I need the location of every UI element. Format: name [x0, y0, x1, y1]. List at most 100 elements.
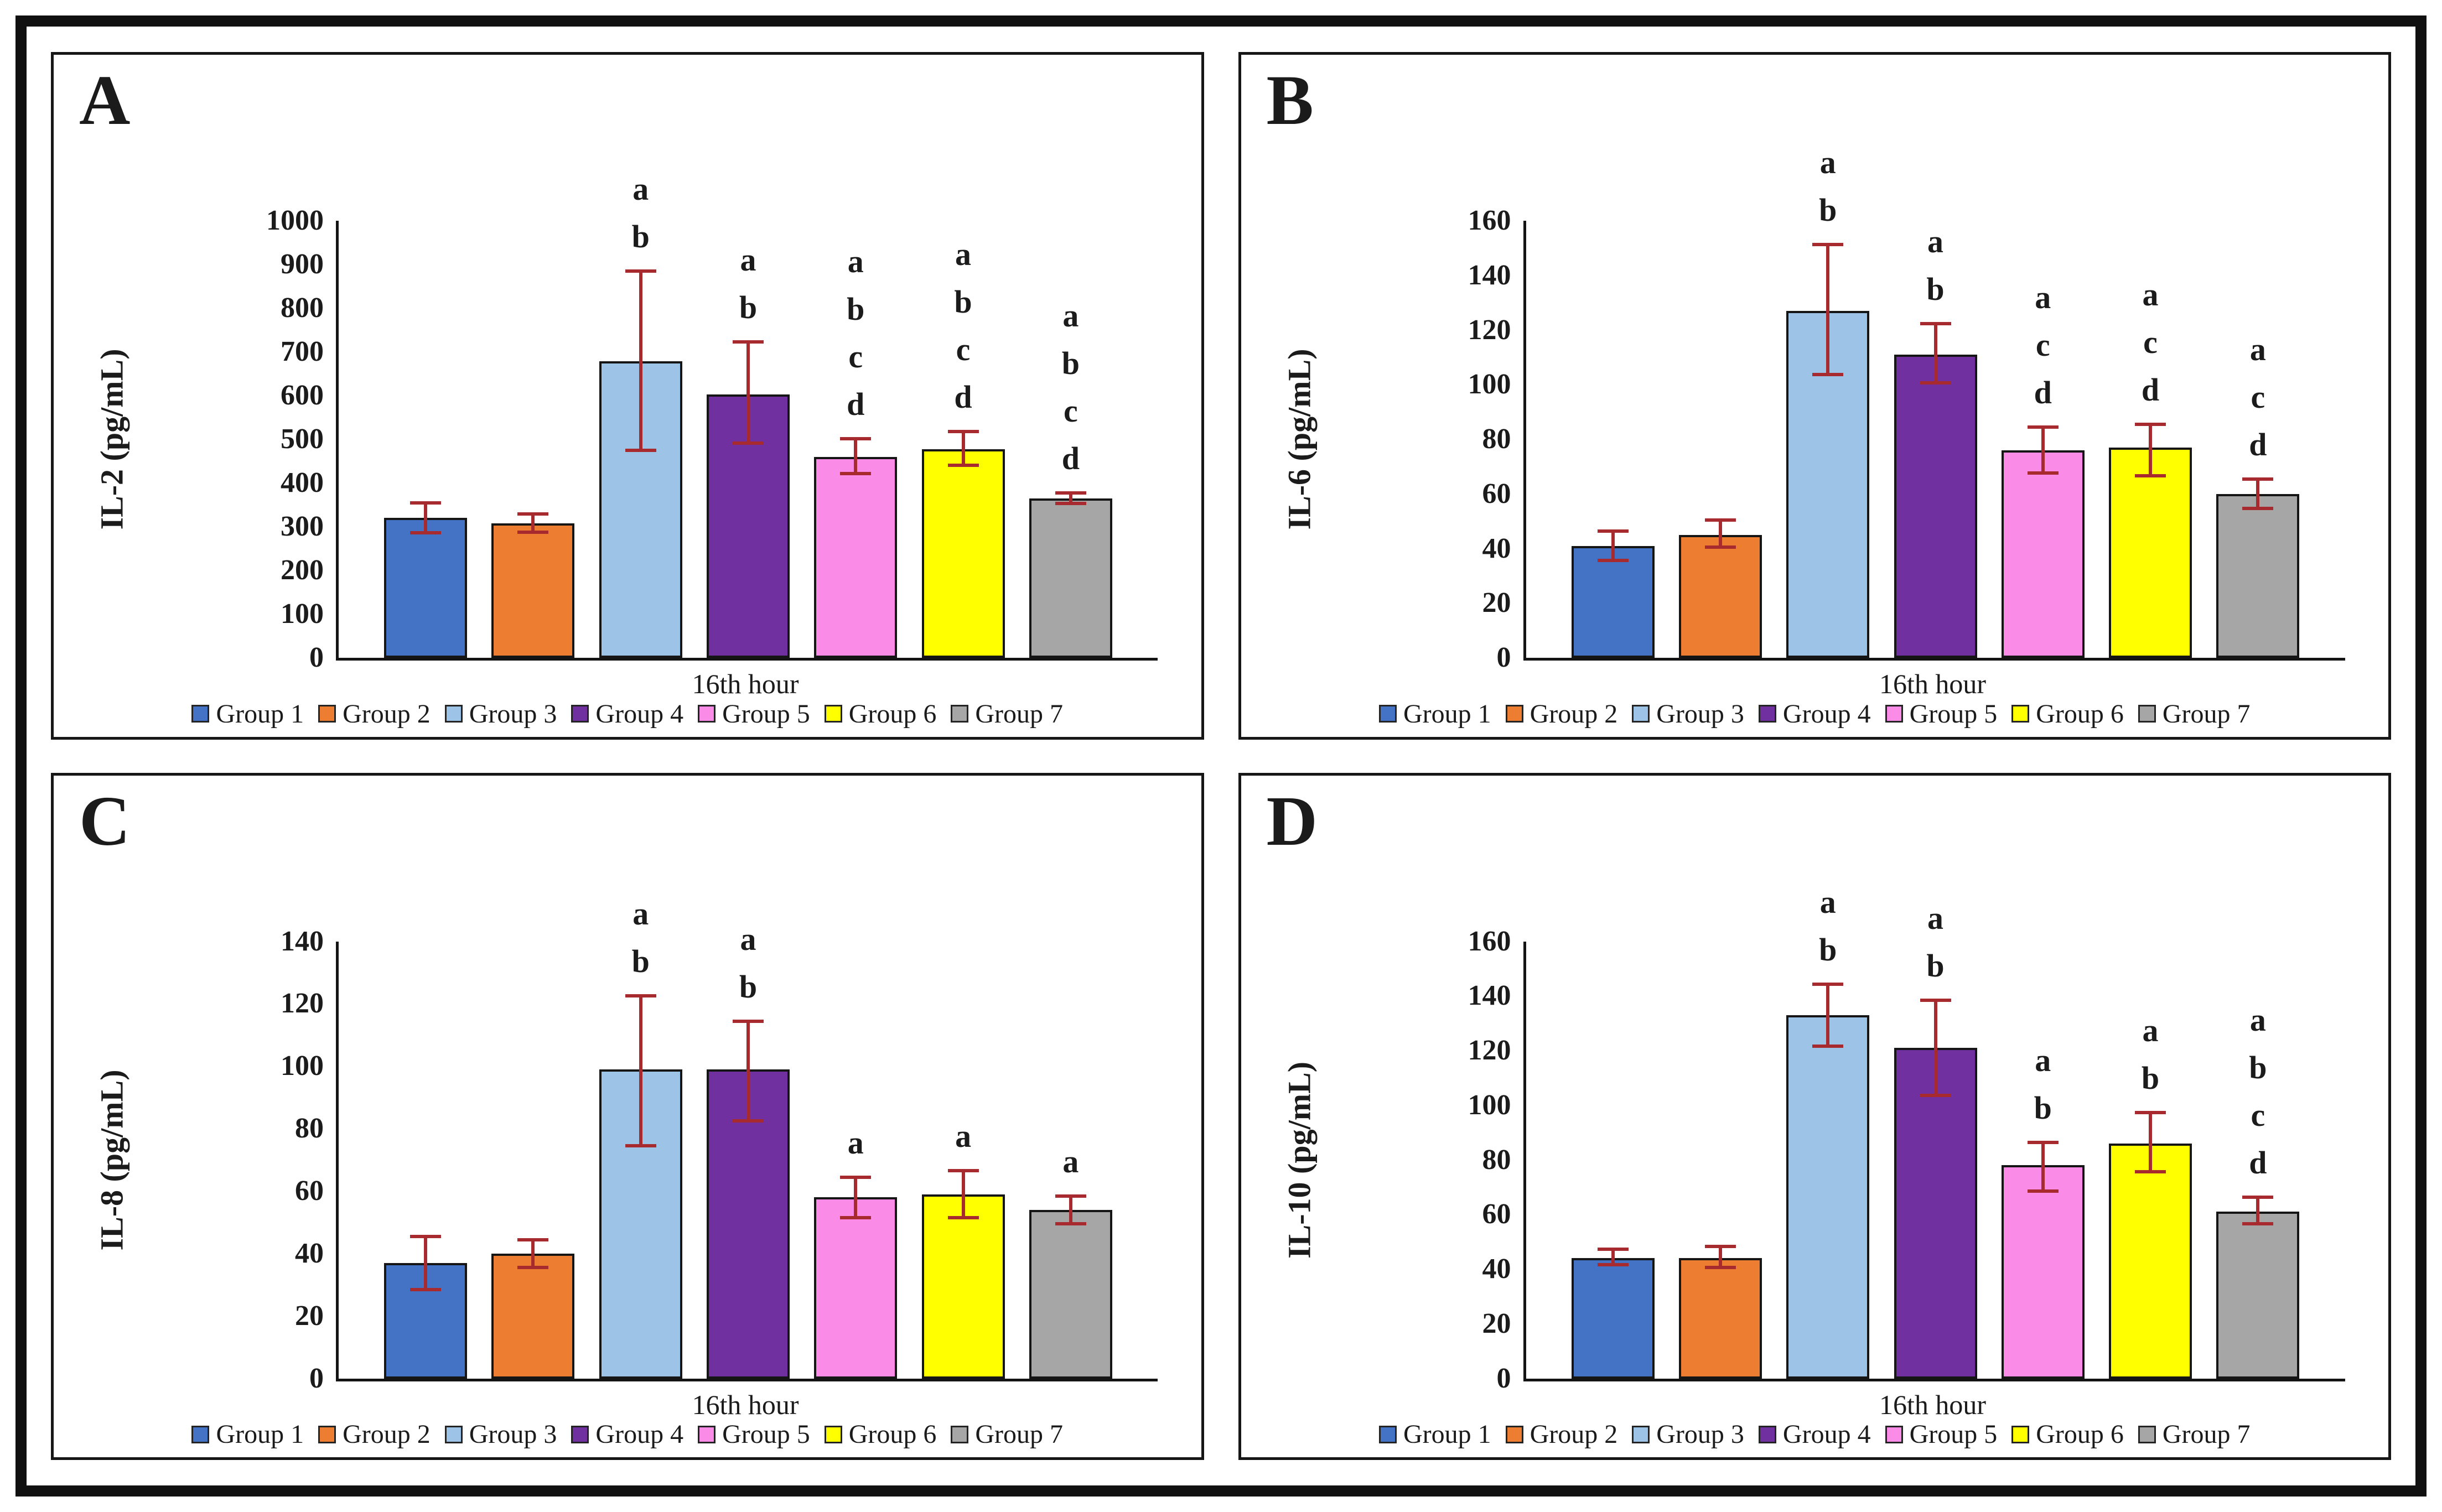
legend-marker-group-2	[1505, 705, 1523, 723]
y-tick-label: 40	[1482, 1253, 1511, 1285]
error-bar-cap-top	[733, 340, 764, 344]
y-tick-label: 100	[281, 1050, 324, 1082]
legend-marker-group-7	[2138, 705, 2156, 723]
legend: Group 1 Group 2 Group 3 Group 4 Group 5 Group…	[1241, 699, 2389, 729]
sig-letter: b	[2141, 1059, 2160, 1096]
legend-marker-group-5	[1885, 1425, 1903, 1443]
sig-letter: b	[631, 218, 650, 254]
error-bar-line	[1933, 321, 1937, 385]
legend-marker-group-6	[824, 705, 842, 723]
y-tick-label: 20	[1482, 587, 1511, 619]
significance-letters: a	[848, 1119, 864, 1167]
error-bar-cap-top	[2135, 1110, 2166, 1114]
y-tick-label: 1000	[266, 205, 324, 236]
y-tick-label: 80	[295, 1113, 324, 1145]
error-bar	[840, 437, 872, 475]
y-tick-label: 500	[281, 423, 324, 455]
panel-d: D IL-10 (pg/mL) 0 20 40 60 80 100 120 140 160 a b a b…	[1238, 772, 2391, 1460]
y-tick-label: 0	[1496, 642, 1511, 673]
legend-marker-group-7	[2138, 1425, 2156, 1443]
error-bar-line	[424, 501, 428, 535]
legend-label: Group 5	[722, 699, 810, 729]
y-tick-label: 160	[1468, 925, 1511, 957]
error-bar-cap-top	[840, 437, 872, 441]
legend-item: Group 4	[571, 699, 683, 729]
error-bar-line	[1826, 982, 1830, 1048]
error-bar-line	[961, 430, 965, 467]
legend-marker-group-2	[318, 705, 336, 723]
legend-item: Group 7	[2138, 1419, 2251, 1449]
error-bar-cap-top	[410, 501, 442, 505]
error-bar-line	[531, 1238, 535, 1269]
error-bar-cap-bottom	[410, 1287, 442, 1291]
error-bar	[2027, 425, 2059, 475]
bar-group-5	[814, 1197, 898, 1379]
error-bar	[840, 1175, 872, 1219]
bar-group-3	[1786, 1015, 1870, 1379]
legend-label: Group 6	[2036, 1420, 2124, 1449]
significance-letters: a	[955, 1113, 971, 1160]
legend-label: Group 4	[1782, 699, 1871, 729]
legend-label: Group 4	[1782, 1420, 1871, 1449]
panel-label-c: C	[79, 781, 131, 860]
error-bar	[1597, 529, 1629, 563]
error-bar-cap-bottom	[947, 1215, 979, 1219]
sig-letter: a	[1819, 144, 1836, 180]
error-bar-line	[1069, 1194, 1072, 1225]
error-bar-cap-bottom	[947, 463, 979, 467]
sig-letter: a	[632, 170, 649, 207]
error-bar-cap-bottom	[1597, 559, 1629, 563]
error-bar-cap-bottom	[2027, 1189, 2059, 1193]
error-bar-cap-top	[1704, 1244, 1736, 1248]
legend-item: Group 3	[1632, 699, 1744, 729]
bar-chart-il2: IL-2 (pg/mL) 0 100 200 300 400 500 600 700 800 900…	[54, 55, 1201, 737]
legend-label: Group 1	[216, 699, 304, 729]
sig-letter: c	[2035, 327, 2050, 363]
sig-letter: a	[847, 1124, 864, 1161]
error-bar-line	[854, 437, 858, 475]
y-tick-label: 800	[281, 292, 324, 324]
sig-letter: a	[2249, 331, 2266, 368]
bar-group-7	[2216, 493, 2300, 658]
y-tick-label: 160	[1468, 205, 1511, 236]
legend-label: Group 2	[343, 699, 431, 729]
legend-marker-group-3	[1632, 705, 1650, 723]
y-tick-label: 900	[281, 248, 324, 280]
panel-c: C IL-8 (pg/mL) 0 20 40 60 80 100 120 140 a b a b a a a 1…	[51, 772, 1204, 1460]
legend-label: Group 7	[2162, 699, 2251, 729]
legend-item: Group 5	[698, 699, 810, 729]
legend-label: Group 2	[343, 1420, 431, 1449]
sig-letter: d	[2034, 375, 2052, 411]
legend-item: Group 1	[191, 699, 304, 729]
legend-item: Group 3	[1632, 1419, 1744, 1449]
panel-label-d: D	[1266, 781, 1318, 860]
error-bar-cap-top	[1055, 1194, 1086, 1198]
sig-letter: a	[2249, 1001, 2266, 1038]
legend-marker-group-6	[824, 1425, 842, 1443]
error-bar-cap-top	[2242, 1195, 2274, 1199]
error-bar-cap-top	[625, 269, 656, 273]
y-tick-label: 600	[281, 380, 324, 411]
sig-letter: b	[739, 289, 758, 326]
legend-marker-group-3	[1632, 1425, 1650, 1443]
error-bar	[2027, 1140, 2059, 1193]
legend-label: Group 1	[216, 1420, 304, 1449]
legend-label: Group 7	[975, 1420, 1064, 1449]
error-bar-line	[1933, 999, 1937, 1097]
error-bar-cap-top	[1920, 999, 1951, 1002]
legend-marker-group-6	[2011, 705, 2030, 723]
bar-group-7	[1029, 1209, 1112, 1379]
x-axis-label: 16th hour	[692, 668, 799, 699]
error-bar	[947, 1169, 979, 1219]
error-bar-line	[2041, 1140, 2045, 1193]
legend-label: Group 7	[2162, 1420, 2251, 1449]
error-bar-cap-top	[1704, 518, 1736, 522]
